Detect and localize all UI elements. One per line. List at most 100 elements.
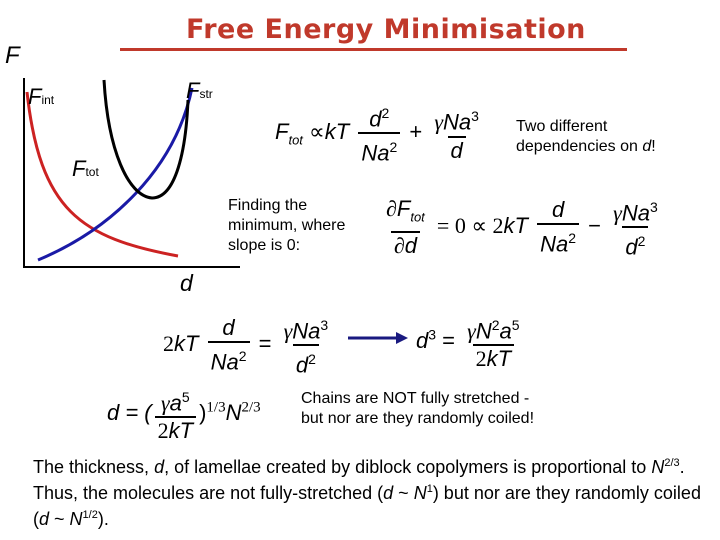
eq4-gamma: γ bbox=[467, 318, 476, 344]
eq1-frac2: γNa3 d bbox=[431, 103, 482, 163]
eq4-a-sup: 5 bbox=[511, 317, 520, 333]
f-str-label: Fstr bbox=[186, 78, 213, 104]
eq3-frac1: d Na2 bbox=[207, 315, 250, 375]
f-int-label: Fint bbox=[28, 84, 54, 110]
note-min-line2: minimum, where bbox=[228, 217, 346, 234]
f-int-curve bbox=[25, 91, 179, 258]
note-two-dep-line2: dependencies on d! bbox=[516, 137, 656, 157]
note-min-line1: Finding the bbox=[228, 197, 308, 214]
summary-N3: N bbox=[69, 509, 83, 529]
eq5-exp1: 1/3 bbox=[206, 399, 226, 416]
equation-d-cubed: d3 = γN2a5 2kT bbox=[416, 312, 526, 372]
eq2-minus: − bbox=[588, 213, 602, 239]
eq4-a: a bbox=[499, 318, 512, 344]
eq5-two: 2 bbox=[157, 418, 169, 444]
eq5-frac: γa5 2kT bbox=[154, 384, 197, 444]
summary-d1: d bbox=[154, 457, 165, 477]
eq1-frac1-den-sup: 2 bbox=[389, 139, 398, 156]
summary-p2: , of lamellae created by diblock copolym… bbox=[164, 457, 652, 477]
eq2-derivative-frac: ∂Ftot ∂d bbox=[383, 196, 428, 258]
note-two-dependencies: Two different dependencies on d! bbox=[516, 117, 656, 157]
eq3-gamma: γ bbox=[283, 318, 293, 344]
eq4-two: 2 bbox=[475, 346, 487, 372]
eq2-frac2-den-sup: 2 bbox=[637, 233, 646, 250]
eq2-kt: kT bbox=[503, 213, 528, 239]
summary-d3: d bbox=[39, 509, 50, 529]
eq1-proportional: ∝ bbox=[309, 119, 325, 145]
equation-result: d = ( γa5 2kT )1/3N2/3 bbox=[107, 384, 261, 444]
eq1-frac2-num-sup: 3 bbox=[471, 108, 479, 125]
x-axis-label: d bbox=[180, 270, 193, 296]
eq2-frac1-num: d bbox=[551, 197, 565, 223]
eq5-gamma: γ bbox=[161, 390, 170, 416]
eq2-gamma: γ bbox=[613, 200, 622, 226]
arrow-icon bbox=[348, 332, 408, 344]
eq3-frac1-den-sup: 2 bbox=[238, 348, 247, 365]
equation-balance: 2kT d Na2 = γNa3 d2 bbox=[163, 312, 334, 379]
eq2-den-d: d bbox=[404, 232, 417, 258]
eq5-close-paren: ) bbox=[199, 399, 207, 425]
summary-p1: The thickness, bbox=[33, 457, 155, 477]
f-tot-curve bbox=[102, 79, 190, 200]
summary-N2: N bbox=[413, 483, 427, 503]
summary-p3: . Thus, the molecules are not fully-stre… bbox=[33, 457, 685, 503]
eq1-lhs-sub: tot bbox=[288, 132, 303, 148]
eq1-frac2-den: d bbox=[450, 137, 463, 163]
y-axis-label: F bbox=[5, 42, 20, 69]
eq2-F: F bbox=[396, 196, 411, 222]
summary-p6: ~ bbox=[49, 509, 70, 529]
eq5-N: N bbox=[225, 399, 242, 425]
summary-N3-sup: 1/2 bbox=[82, 509, 98, 521]
summary-p5: ) but nor are they randomly coiled ( bbox=[33, 483, 701, 529]
f-tot-label: Ftot bbox=[72, 156, 99, 182]
summary-p7: ). bbox=[97, 509, 109, 529]
note-chains-line1: Chains are NOT fully stretched - bbox=[301, 390, 530, 407]
summary-N1-sup: 2/3 bbox=[664, 457, 680, 469]
eq3-frac2-den: d bbox=[295, 352, 309, 378]
title-underline bbox=[120, 48, 627, 51]
eq1-frac2-num: Na bbox=[443, 109, 472, 135]
page-title: Free Energy Minimisation bbox=[186, 14, 586, 45]
eq2-equals-zero: = 0 ∝ 2 bbox=[436, 213, 504, 239]
note-min-line3: slope is 0: bbox=[228, 237, 301, 254]
eq2-frac2-num: Na bbox=[621, 200, 650, 226]
eq3-frac2-num: Na bbox=[292, 318, 321, 344]
f-int-main: F bbox=[28, 84, 42, 109]
eq1-frac1-num-sup: 2 bbox=[381, 105, 390, 121]
f-str-main: F bbox=[186, 78, 200, 103]
eq1-lhs: F bbox=[275, 119, 289, 145]
eq4-lhs-sup: 3 bbox=[428, 326, 437, 343]
eq4-lhs: d bbox=[416, 327, 429, 353]
eq1-gamma: γ bbox=[434, 109, 444, 135]
eq2-frac1-den: Na bbox=[540, 231, 569, 257]
summary-N1: N bbox=[651, 457, 665, 477]
eq2-frac1-den-sup: 2 bbox=[568, 230, 577, 247]
eq3-frac1-den: Na bbox=[210, 349, 239, 375]
eq2-frac2-num-sup: 3 bbox=[649, 199, 658, 215]
eq3-kt: kT bbox=[174, 331, 199, 357]
f-tot-sub: tot bbox=[85, 165, 99, 179]
eq1-plus: + bbox=[409, 119, 423, 145]
eq3-frac2: γNa3 d2 bbox=[281, 312, 332, 379]
eq4-equals: = bbox=[442, 327, 456, 353]
eq1-frac1-den: Na bbox=[361, 140, 390, 166]
eq4-N-sup: 2 bbox=[491, 317, 500, 333]
eq5-a: a bbox=[169, 390, 182, 416]
note-two-dep-text: dependencies on bbox=[516, 138, 643, 155]
eq2-F-sub: tot bbox=[410, 209, 425, 225]
eq5-lhs: d = ( bbox=[107, 399, 152, 425]
note-two-dep-line1: Two different bbox=[516, 118, 608, 135]
summary-N2-sup: 1 bbox=[426, 483, 433, 495]
eq1-frac1: d2 Na2 bbox=[358, 100, 401, 167]
eq3-equals: = bbox=[258, 331, 272, 357]
eq2-frac2-den: d bbox=[625, 234, 638, 260]
f-tot-main: F bbox=[72, 156, 86, 181]
eq1-frac1-num: d bbox=[369, 106, 382, 132]
eq3-frac2-den-sup: 2 bbox=[308, 351, 316, 368]
equation-derivative: ∂Ftot ∂d = 0 ∝ 2kT d Na2 − γNa3 d2 bbox=[380, 194, 664, 261]
eq2-partial-num: ∂ bbox=[386, 196, 397, 222]
eq4-kt: kT bbox=[486, 346, 512, 372]
f-str-curve bbox=[37, 87, 194, 262]
summary-paragraph: The thickness, d, of lamellae created by… bbox=[33, 452, 703, 530]
